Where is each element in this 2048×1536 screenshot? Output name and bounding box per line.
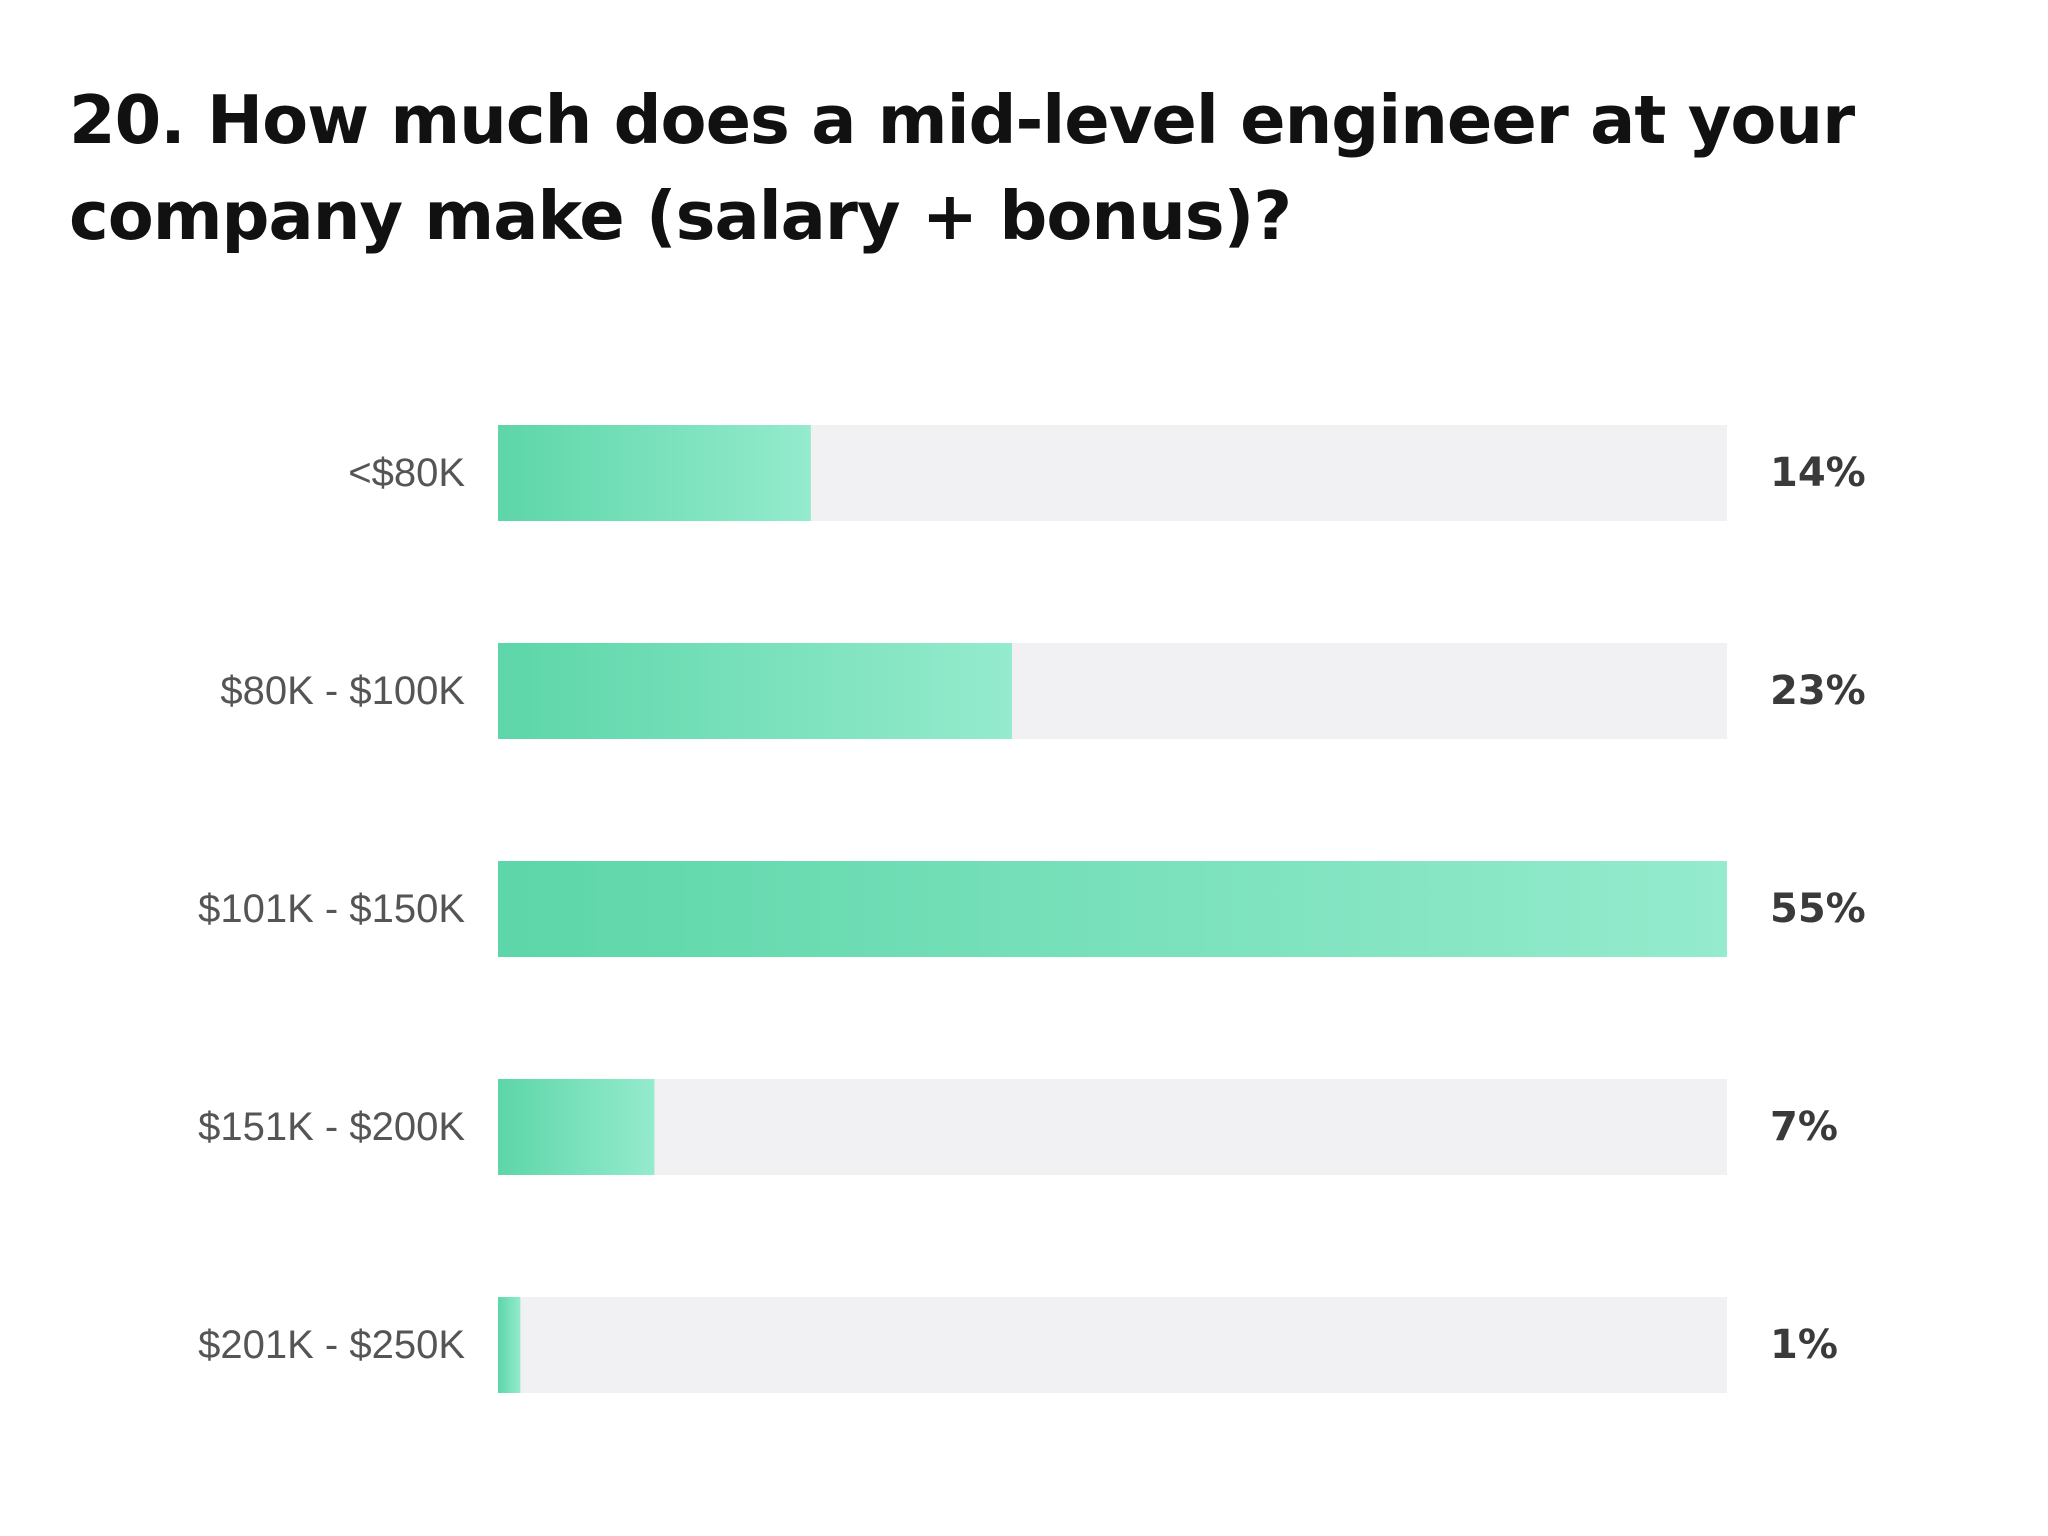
bars-layer: <$80K 14% $80K - $100K 23% $101K - $150K 55% $… <box>198 425 1866 1393</box>
value-label: 23% <box>1770 668 1866 714</box>
bar <box>498 861 1727 957</box>
category-label: $80K - $100K <box>220 669 465 713</box>
value-label: 1% <box>1770 1322 1838 1368</box>
bar <box>498 643 1012 739</box>
bar <box>498 1079 655 1175</box>
category-label: $101K - $150K <box>198 887 465 931</box>
value-label: 14% <box>1770 450 1866 496</box>
category-label: $201K - $250K <box>198 1323 465 1367</box>
bar-track <box>498 1079 1727 1175</box>
bar-track <box>498 1297 1727 1393</box>
value-label: 7% <box>1770 1104 1838 1150</box>
bar <box>498 1297 521 1393</box>
category-label: $151K - $200K <box>198 1105 465 1149</box>
value-label: 55% <box>1770 886 1866 932</box>
chart-title: 20. How much does a mid-level engineer a… <box>69 81 1855 255</box>
bar <box>498 425 811 521</box>
category-label: <$80K <box>348 451 465 495</box>
